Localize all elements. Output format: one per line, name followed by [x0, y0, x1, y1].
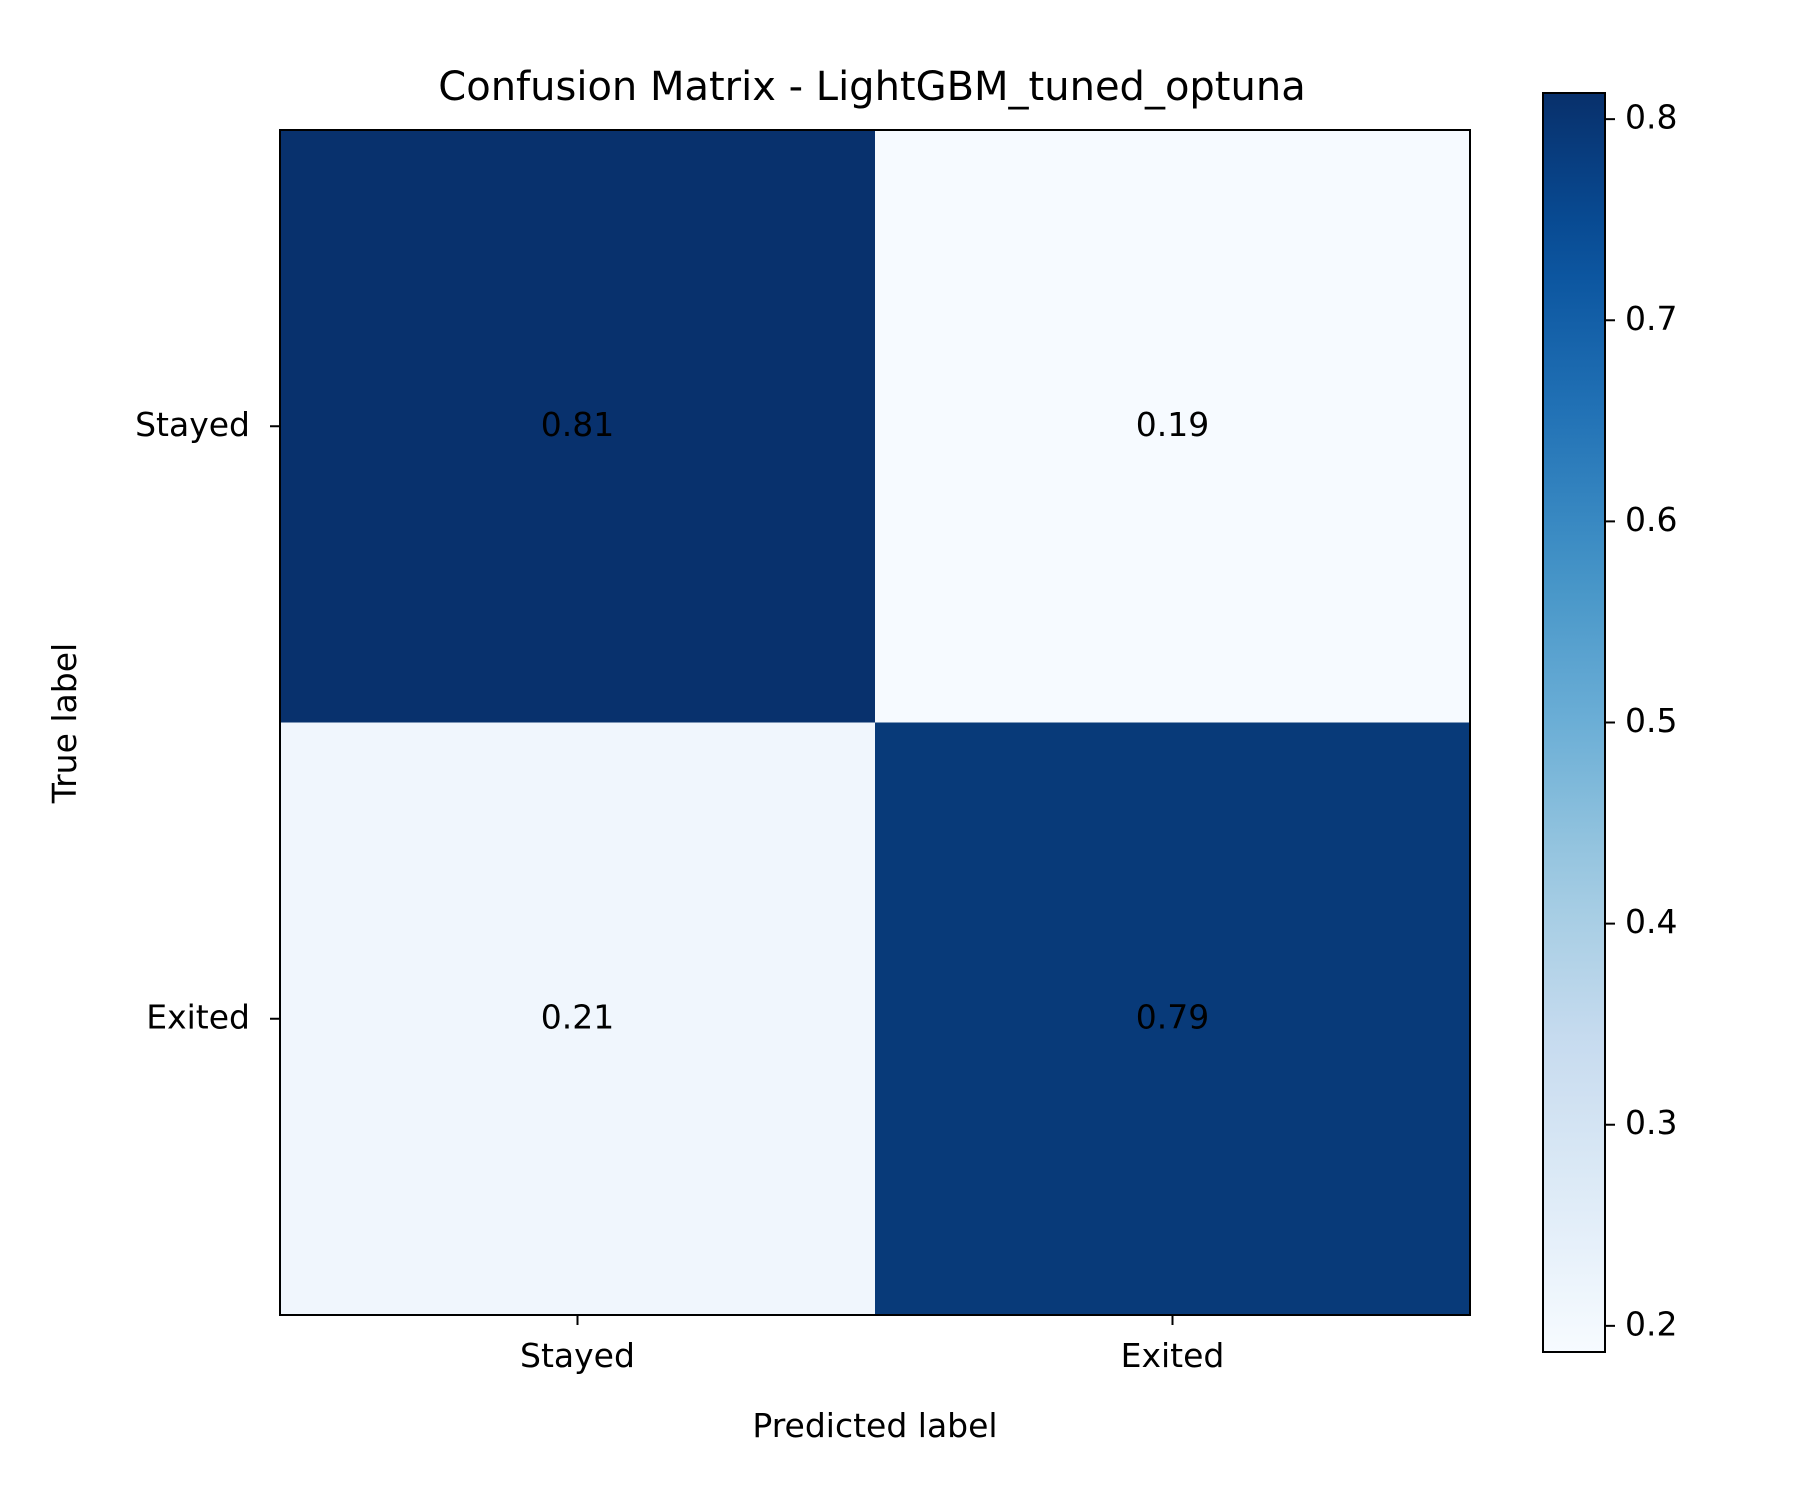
- colorbar-tick-label: 0.2: [1625, 1304, 1677, 1343]
- colorbar-tick-label: 0.4: [1625, 902, 1677, 941]
- colorbar-tick-label: 0.8: [1625, 98, 1677, 137]
- y-tick-label: Stayed: [135, 405, 250, 444]
- heatmap-cell: [875, 722, 1471, 1316]
- plot-frame: [279, 129, 1471, 1316]
- cell-value-label: 0.21: [541, 997, 614, 1036]
- chart-title: Confusion Matrix - LightGBM_tuned_optuna: [438, 64, 1305, 110]
- heatmap-cells: 0.81 0.19 0.21 0.79: [280, 130, 1471, 1316]
- heatmap-cell: [280, 722, 876, 1316]
- colorbar-tick-label: 0.7: [1625, 299, 1677, 338]
- x-axis-label: Predicted label: [752, 1406, 997, 1445]
- cell-value-label: 0.19: [1136, 405, 1209, 444]
- colorbar-tick-label: 0.6: [1625, 500, 1677, 539]
- y-axis-label: True label: [45, 643, 84, 804]
- cell-value-label: 0.81: [541, 405, 614, 444]
- x-tick-label: Exited: [1121, 1336, 1225, 1375]
- heatmap-cell: [280, 130, 876, 723]
- y-tick-label: Exited: [146, 997, 250, 1036]
- colorbar-tick-label: 0.5: [1625, 701, 1677, 740]
- colorbar-ticks: 0.2 0.3 0.4 0.5 0.6 0.7 0.8: [1605, 98, 1677, 1343]
- colorbar-tick-label: 0.3: [1625, 1103, 1677, 1142]
- heatmap-cell: [875, 130, 1471, 723]
- x-axis-ticks: Stayed Exited: [520, 1315, 1224, 1375]
- y-axis-ticks: Stayed Exited: [135, 405, 280, 1036]
- colorbar: 0.2 0.3 0.4 0.5 0.6 0.7 0.8: [1542, 92, 1677, 1353]
- cell-value-label: 0.79: [1136, 997, 1209, 1036]
- colorbar-gradient: [1543, 93, 1605, 1352]
- x-tick-label: Stayed: [520, 1336, 635, 1375]
